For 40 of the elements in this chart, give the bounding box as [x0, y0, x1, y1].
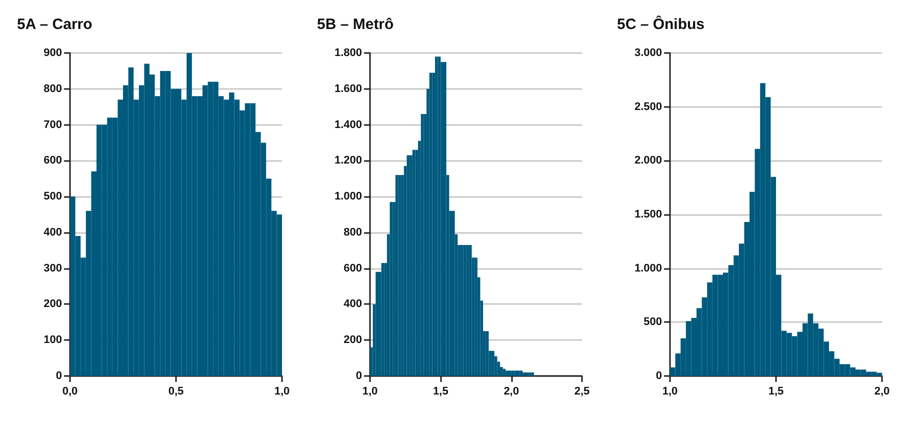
y-tick-label: 0: [356, 370, 362, 382]
x-tick-label: 0,0: [62, 386, 78, 398]
y-tick-label: 200: [44, 298, 62, 310]
chart-title: 5B – Metrô: [317, 16, 394, 33]
y-tick-label: 500: [644, 316, 662, 328]
y-tick-label: 200: [344, 334, 362, 346]
y-tick-label: 0: [656, 370, 662, 382]
y-tick-label: 2.500: [634, 100, 662, 113]
x-tick-label: 2,0: [504, 386, 519, 398]
y-tick-label: 1.000: [334, 190, 362, 203]
y-tick-label: 3.000: [634, 47, 662, 59]
x-tick-label: 1,5: [768, 386, 784, 398]
y-tick-label: 100: [44, 334, 62, 346]
x-tick-label: 1,0: [362, 386, 378, 398]
y-tick-label: 1.000: [634, 262, 662, 274]
y-tick-label: 300: [44, 262, 62, 274]
y-tick-label: 600: [44, 154, 62, 167]
y-tick-label: 1.400: [334, 118, 362, 131]
x-tick-label: 2,0: [874, 386, 890, 398]
y-tick-label: 800: [344, 226, 362, 238]
chart-title: 5C – Ônibus: [617, 15, 705, 33]
x-tick-label: 1,0: [274, 386, 290, 398]
y-tick-label: 1.500: [634, 208, 662, 220]
x-tick-label: 2,5: [574, 386, 590, 398]
chart-title: 5A – Carro: [17, 16, 92, 33]
x-tick-label: 1,0: [662, 386, 678, 398]
x-tick-label: 1,5: [433, 386, 448, 398]
y-tick-label: 1.600: [334, 82, 362, 95]
x-tick-label: 0,5: [168, 386, 184, 398]
y-tick-label: 400: [44, 226, 62, 238]
y-tick-label: 1.200: [334, 154, 362, 167]
y-tick-label: 500: [44, 190, 62, 203]
y-tick-label: 600: [344, 262, 362, 274]
y-tick-label: 800: [44, 82, 62, 95]
y-tick-label: 1.800: [334, 47, 362, 59]
y-tick-label: 900: [44, 47, 62, 59]
y-tick-label: 2.000: [634, 154, 662, 167]
y-tick-label: 400: [344, 298, 362, 310]
y-tick-label: 700: [44, 118, 62, 131]
y-tick-label: 0: [56, 370, 62, 382]
